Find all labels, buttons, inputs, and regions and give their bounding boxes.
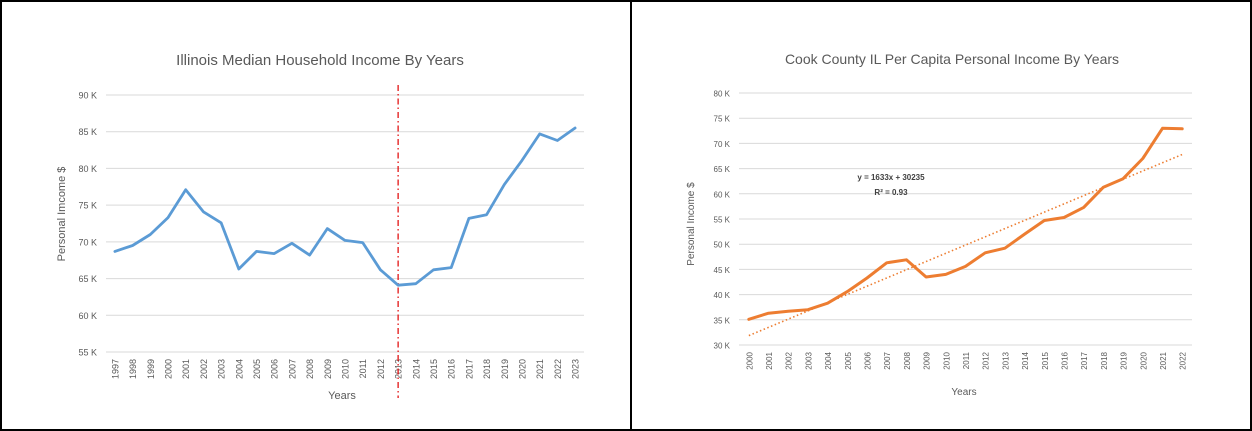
x-tick-label: 2023 bbox=[571, 359, 581, 379]
chart-panel-cook-county: Cook County IL Per Capita Personal Incom… bbox=[632, 2, 1250, 429]
y-tick-label: 70 K bbox=[78, 237, 97, 247]
x-tick-label: 2000 bbox=[745, 351, 754, 369]
x-tick-label: 2020 bbox=[1139, 351, 1148, 369]
y-tick-label: 70 K bbox=[714, 140, 731, 149]
chart-panel-illinois: Illinois Median Household Income By Year… bbox=[2, 2, 632, 429]
series-layer bbox=[747, 126, 1184, 337]
y-tick-label: 80 K bbox=[714, 90, 731, 99]
y-tick-label: 40 K bbox=[714, 291, 731, 300]
grid bbox=[106, 94, 584, 353]
x-axis-ticks: 1997 1998 1999 2000 2001 2002 2003 2004 2005 2006… bbox=[110, 359, 580, 379]
y-axis-ticks: 30 K 35 K 40 K 45 K 50 K 55 K 60 K 65 K 70 K 75 K… bbox=[714, 90, 731, 351]
y-tick-label: 85 K bbox=[78, 127, 97, 137]
y-axis-ticks: 55 K 60 K 65 K 70 K 75 K 80 K 85 K 90 K bbox=[78, 91, 97, 358]
x-tick-label: 2017 bbox=[1080, 351, 1089, 369]
y-tick-label: 75 K bbox=[78, 201, 97, 211]
x-tick-label: 2013 bbox=[1001, 351, 1010, 369]
x-tick-label: 2015 bbox=[1041, 351, 1050, 369]
x-tick-label: 2021 bbox=[1159, 351, 1168, 369]
y-tick-label: 35 K bbox=[714, 316, 731, 325]
x-tick-label: 2007 bbox=[883, 351, 892, 369]
x-tick-label: 2020 bbox=[518, 359, 528, 379]
y-tick-label: 80 K bbox=[78, 164, 97, 174]
y-tick-label: 55 K bbox=[78, 348, 97, 358]
x-tick-label: 2009 bbox=[923, 351, 932, 369]
series-layer bbox=[113, 85, 577, 398]
x-tick-label: 2022 bbox=[553, 359, 563, 379]
cook-county-income-chart: Cook County IL Per Capita Personal Incom… bbox=[686, 51, 1192, 398]
y-tick-label: 60 K bbox=[78, 311, 97, 321]
x-tick-label: 2007 bbox=[287, 359, 297, 379]
x-tick-label: 2011 bbox=[358, 359, 368, 378]
x-tick-label: 2010 bbox=[942, 351, 951, 369]
x-tick-label: 2004 bbox=[824, 351, 833, 369]
x-tick-label: 2011 bbox=[962, 351, 971, 369]
y-tick-label: 65 K bbox=[78, 274, 97, 284]
x-tick-label: 2014 bbox=[411, 359, 421, 379]
series-line bbox=[113, 126, 577, 287]
series-line bbox=[747, 126, 1184, 321]
y-tick-label: 30 K bbox=[714, 342, 731, 351]
x-tick-label: 2008 bbox=[305, 359, 315, 379]
x-axis-ticks: 2000 2001 2002 2003 2004 2005 2006 2007 2008 2009… bbox=[745, 351, 1187, 369]
x-tick-label: 2019 bbox=[1120, 351, 1129, 369]
x-tick-label: 1998 bbox=[128, 359, 138, 379]
y-tick-label: 75 K bbox=[714, 115, 731, 124]
y-tick-label: 65 K bbox=[714, 165, 731, 174]
y-tick-label: 55 K bbox=[714, 216, 731, 225]
trendline-r-squared: R² = 0.93 bbox=[874, 188, 908, 197]
x-tick-label: 2019 bbox=[500, 359, 510, 379]
x-tick-label: 2009 bbox=[323, 359, 333, 379]
chart-title: Illinois Median Household Income By Year… bbox=[176, 52, 464, 69]
y-tick-label: 90 K bbox=[78, 91, 97, 101]
x-tick-label: 2002 bbox=[199, 359, 209, 379]
x-tick-label: 2000 bbox=[163, 359, 173, 379]
x-tick-label: 2004 bbox=[234, 359, 244, 379]
x-tick-label: 2001 bbox=[765, 351, 774, 369]
x-axis-label: Years bbox=[328, 390, 356, 402]
x-tick-label: 2018 bbox=[482, 359, 492, 379]
y-axis-label: Personal Imcome $ bbox=[56, 167, 68, 262]
x-tick-label: 2018 bbox=[1100, 351, 1109, 369]
y-tick-label: 60 K bbox=[714, 190, 731, 199]
x-tick-label: 2014 bbox=[1021, 351, 1030, 369]
x-tick-label: 2003 bbox=[804, 351, 813, 369]
x-tick-label: 2016 bbox=[447, 359, 457, 379]
x-tick-label: 2006 bbox=[864, 351, 873, 369]
x-tick-label: 2022 bbox=[1179, 351, 1188, 369]
trendline-equation: y = 1633x + 30235 bbox=[857, 173, 925, 182]
x-tick-label: 2006 bbox=[270, 359, 280, 379]
x-tick-label: 2017 bbox=[464, 359, 474, 379]
y-tick-label: 45 K bbox=[714, 266, 731, 275]
x-tick-label: 2016 bbox=[1060, 351, 1069, 369]
x-tick-label: 2008 bbox=[903, 351, 912, 369]
x-tick-label: 2012 bbox=[376, 359, 386, 379]
x-tick-label: 2012 bbox=[982, 351, 991, 369]
illinois-income-chart: Illinois Median Household Income By Year… bbox=[56, 52, 584, 402]
x-tick-label: 2010 bbox=[341, 359, 351, 379]
chart-title: Cook County IL Per Capita Personal Incom… bbox=[785, 51, 1119, 67]
x-tick-label: 2005 bbox=[844, 351, 853, 369]
y-axis-label: Personal Income $ bbox=[686, 182, 697, 266]
x-tick-label: 2005 bbox=[252, 359, 262, 379]
grid bbox=[739, 92, 1192, 346]
x-tick-label: 2015 bbox=[429, 359, 439, 379]
x-tick-label: 2002 bbox=[785, 351, 794, 369]
x-tick-label: 2001 bbox=[181, 359, 191, 379]
x-tick-label: 1997 bbox=[110, 359, 120, 379]
x-tick-label: 1999 bbox=[146, 359, 156, 379]
y-tick-label: 50 K bbox=[714, 241, 731, 250]
x-tick-label: 2003 bbox=[217, 359, 227, 379]
x-tick-label: 2021 bbox=[535, 359, 545, 379]
x-axis-label: Years bbox=[951, 387, 976, 398]
